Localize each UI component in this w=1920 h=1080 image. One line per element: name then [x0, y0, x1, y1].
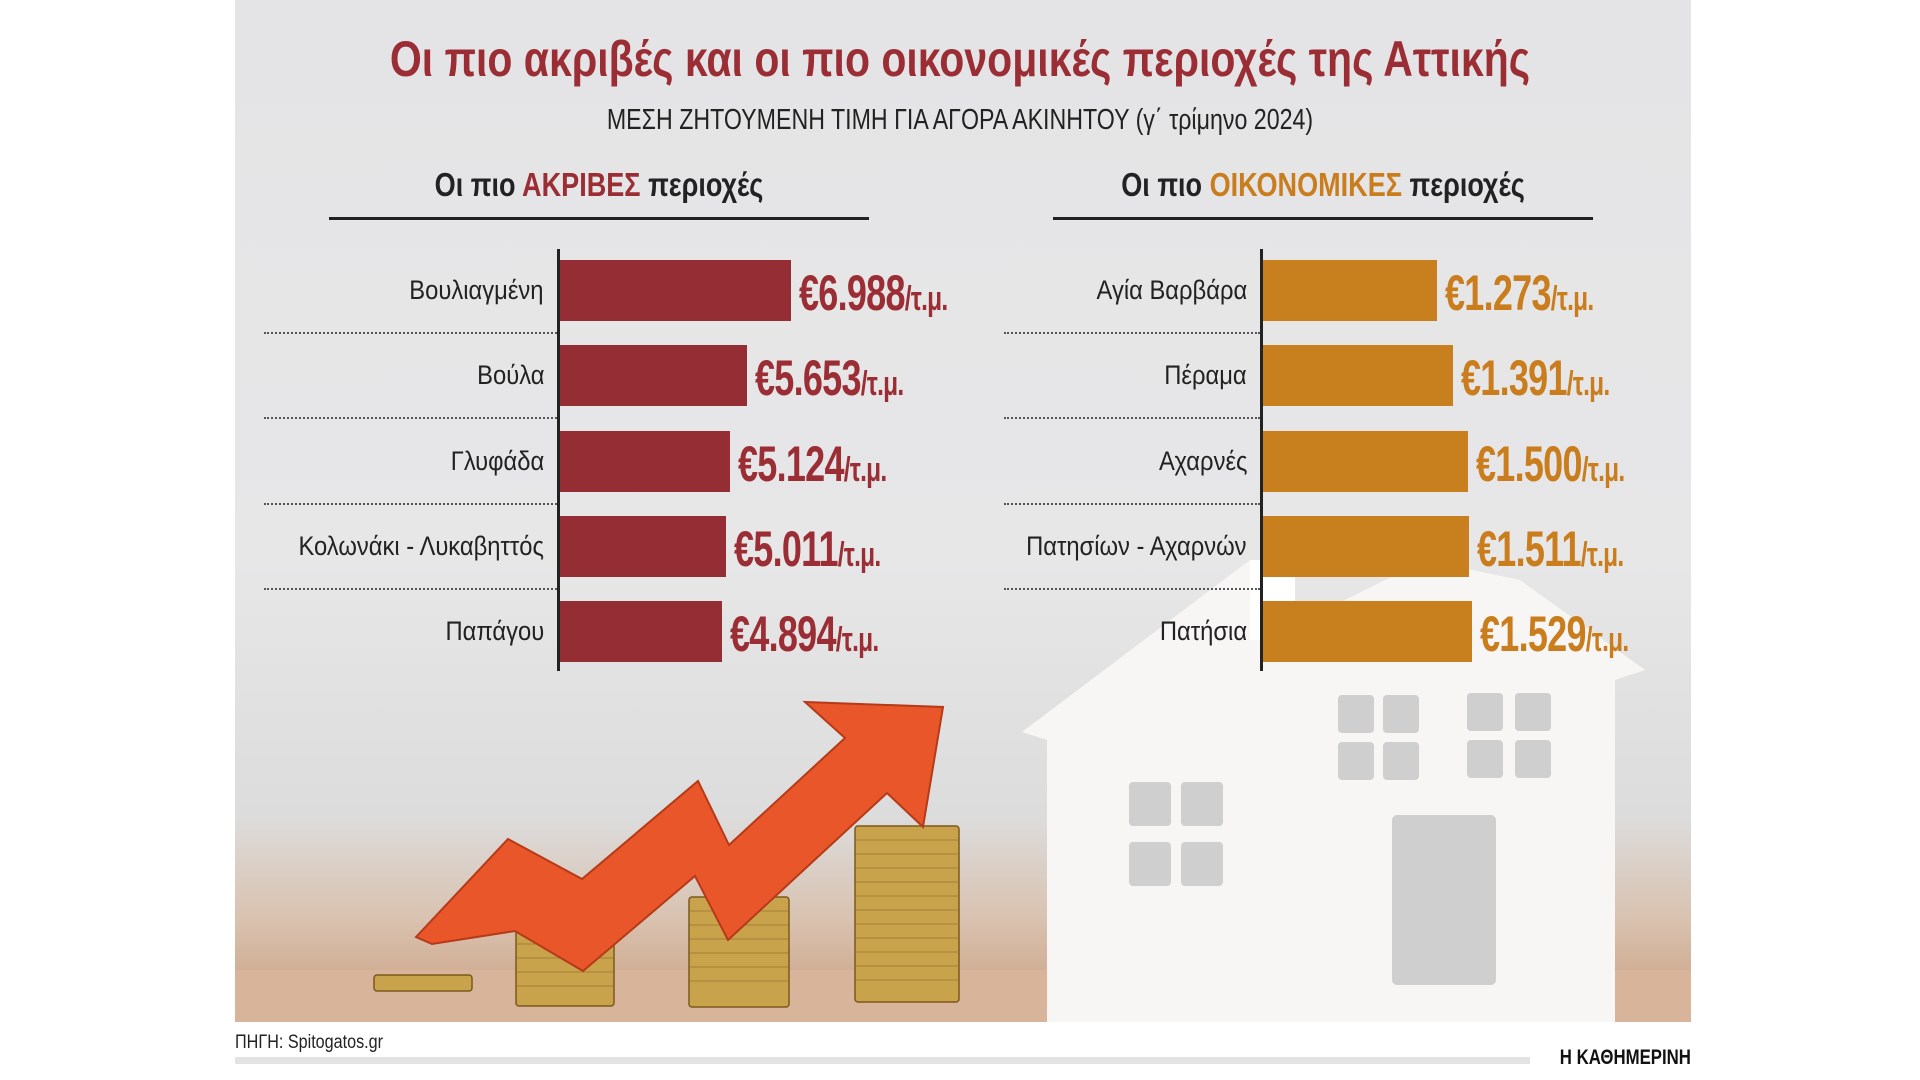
- left-category-label: Βουλιαγμένη: [409, 275, 544, 305]
- left-section-heading: Οι πιο ΑΚΡΙΒΕΣ περιοχές: [378, 166, 821, 204]
- value-amount: €4.894: [729, 606, 837, 662]
- right-value-label: €1.500/τ.μ.: [1476, 431, 1625, 492]
- row-separator: [1004, 503, 1260, 505]
- heading-highlight: ΟΙΚΟΝΟΜΙΚΕΣ: [1209, 166, 1403, 203]
- value-unit: /τ.μ.: [835, 621, 879, 659]
- value-unit: /τ.μ.: [905, 280, 948, 318]
- heading-highlight: ΑΚΡΙΒΕΣ: [522, 166, 641, 203]
- heading-prefix: Οι πιο: [434, 166, 516, 203]
- value-amount: €1.273: [1444, 265, 1552, 321]
- row-separator: [1004, 332, 1260, 334]
- right-heading-underline: [1053, 217, 1593, 220]
- row-separator: [1004, 417, 1260, 419]
- right-bar: [1263, 345, 1453, 406]
- value-amount: €1.391: [1461, 350, 1568, 406]
- row-separator: [264, 332, 557, 334]
- row-separator: [264, 417, 557, 419]
- left-chart-axis: [557, 249, 560, 671]
- left-bar: [560, 260, 792, 321]
- right-category-label: Αχαρνές: [1158, 446, 1247, 476]
- heading-suffix: περιοχές: [648, 166, 764, 203]
- value-unit: /τ.μ.: [1581, 536, 1624, 574]
- value-amount: €5.011: [733, 521, 839, 577]
- footer-bar: [235, 1057, 1530, 1064]
- right-bar: [1263, 431, 1468, 492]
- left-value-label: €5.124/τ.μ.: [738, 431, 887, 492]
- value-amount: €1.500: [1475, 436, 1583, 492]
- row-separator: [264, 588, 557, 590]
- chart-subtitle: ΜΕΣΗ ΖΗΤΟΥΜΕΝΗ ΤΙΜΗ ΓΙΑ ΑΓΟΡΑ ΑΚΙΝΗΤΟΥ (…: [606, 104, 1314, 136]
- infographic-panel: [235, 0, 1691, 1022]
- right-bar: [1263, 516, 1470, 577]
- left-heading-underline: [329, 217, 869, 220]
- right-category-label: Πατησίων - Αχαρνών: [1026, 531, 1247, 561]
- left-value-label: €4.894/τ.μ.: [730, 601, 879, 662]
- right-chart-axis: [1260, 249, 1263, 671]
- value-unit: /τ.μ.: [1550, 280, 1594, 318]
- left-value-label: €5.011/τ.μ.: [734, 516, 881, 577]
- right-value-label: €1.511/τ.μ.: [1477, 516, 1624, 577]
- value-amount: €6.988: [799, 265, 906, 321]
- left-category-label: Κολωνάκι - Λυκαβηττός: [298, 531, 544, 561]
- right-bar: [1263, 601, 1472, 662]
- left-category-label: Παπάγου: [445, 616, 544, 646]
- value-amount: €5.124: [737, 436, 845, 492]
- value-amount: €1.529: [1479, 606, 1587, 662]
- value-unit: /τ.μ.: [1585, 621, 1629, 659]
- left-category-label: Γλυφάδα: [450, 446, 545, 476]
- value-unit: /τ.μ.: [837, 536, 881, 574]
- left-bar: [560, 601, 722, 662]
- right-category-label: Πατήσια: [1159, 616, 1247, 646]
- publisher-logo: Η ΚΑΘΗΜΕΡΙΝΗ: [1559, 1046, 1691, 1069]
- heading-prefix: Οι πιο: [1121, 166, 1203, 203]
- value-unit: /τ.μ.: [1581, 451, 1625, 489]
- right-value-label: €1.391/τ.μ.: [1461, 345, 1610, 406]
- left-value-label: €5.653/τ.μ.: [755, 345, 904, 406]
- source-credit: ΠΗΓΗ: Spitogatos.gr: [235, 1032, 384, 1053]
- background-illustration: [235, 560, 1691, 1022]
- left-bar: [560, 516, 726, 577]
- right-category-label: Αγία Βαρβάρα: [1096, 275, 1247, 305]
- right-value-label: €1.273/τ.μ.: [1445, 260, 1594, 321]
- right-section-heading: Οι πιο ΟΙΚΟΝΟΜΙΚΕΣ περιοχές: [1102, 166, 1545, 204]
- right-value-label: €1.529/τ.μ.: [1480, 601, 1629, 662]
- left-category-label: Βούλα: [476, 360, 544, 390]
- rising-arrow-illustration: [414, 700, 945, 973]
- left-value-label: €6.988/τ.μ.: [799, 260, 948, 321]
- value-unit: /τ.μ.: [860, 365, 904, 403]
- right-bar: [1263, 260, 1437, 321]
- left-bar: [560, 345, 748, 406]
- value-unit: /τ.μ.: [1566, 365, 1610, 403]
- row-separator: [1004, 588, 1260, 590]
- row-separator: [264, 503, 557, 505]
- left-bar: [560, 431, 730, 492]
- value-amount: €1.511: [1477, 521, 1582, 577]
- value-unit: /τ.μ.: [843, 451, 887, 489]
- chart-title: Οι πιο ακριβές και οι πιο οικονομικές πε…: [389, 31, 1531, 87]
- right-category-label: Πέραμα: [1164, 360, 1247, 390]
- heading-suffix: περιοχές: [1409, 166, 1525, 203]
- value-amount: €5.653: [755, 350, 862, 406]
